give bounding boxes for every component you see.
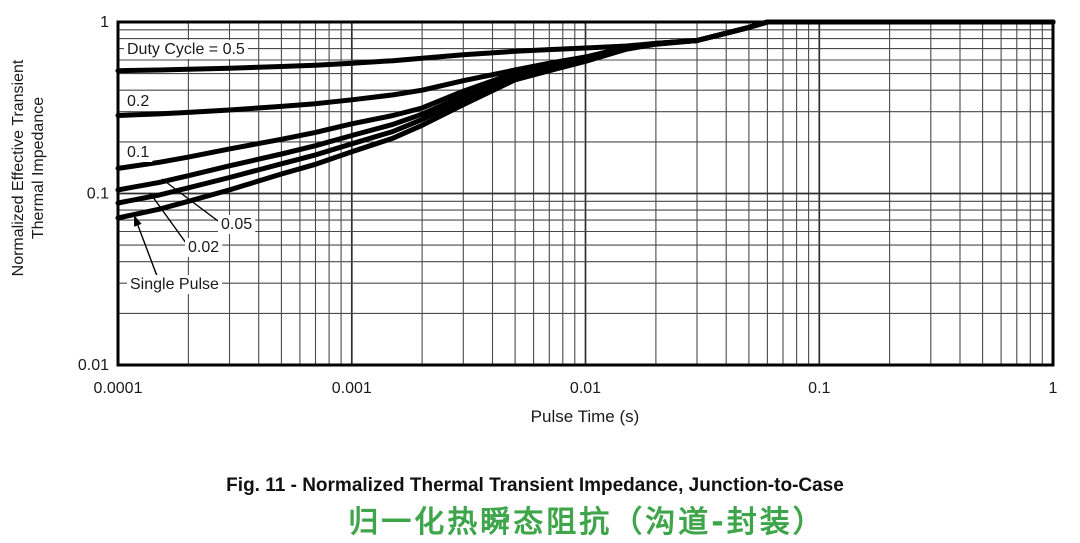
x-tick-label: 0.1	[808, 380, 830, 397]
y-tick-label: 0.1	[87, 186, 109, 203]
curve-label-box	[124, 143, 153, 162]
grid	[117, 21, 1054, 366]
y-axis-title: Normalized Effective Transient Thermal I…	[9, 18, 51, 318]
curve-label-box	[124, 92, 153, 111]
x-tick-label: 0.0001	[94, 380, 143, 397]
curve-label-box	[185, 238, 223, 257]
thermal-impedance-chart: Duty Cycle = 0.5 0.2 0.1 0.050.02 Single Pul…	[78, 14, 1058, 397]
curve-label: 0.1	[127, 144, 149, 161]
curve-label: 0.02	[188, 239, 219, 256]
curve-label-box	[127, 275, 223, 294]
figure-caption-cn: 归一化热瞬态阻抗（沟道-封装）	[348, 505, 826, 540]
y-axis-title-line1: Normalized Effective Transient	[10, 59, 27, 277]
x-tick-label: 1	[1049, 380, 1058, 397]
x-axis-title: Pulse Time (s)	[530, 407, 640, 426]
curve-label: Duty Cycle = 0.5	[127, 41, 245, 58]
y-tick-label: 1	[100, 14, 109, 31]
x-tick-label: 0.001	[332, 380, 372, 397]
curve-label-box	[124, 40, 248, 59]
curve-single-pulse	[115, 19, 1056, 221]
arrowhead-icon	[134, 215, 142, 227]
curve-label-box	[218, 215, 256, 234]
curve-label: 0.05	[221, 216, 252, 233]
x-tick-label: 0.01	[570, 380, 601, 397]
figure-caption: Fig. 11 - Normalized Thermal Transient I…	[226, 475, 844, 496]
leader-line	[149, 192, 187, 244]
plot-frame	[116, 20, 1055, 367]
y-axis-title-line2: Thermal Impedance	[30, 96, 47, 240]
curve-label: 0.2	[127, 93, 149, 110]
y-tick-label: 0.01	[78, 357, 109, 374]
curve-label: Single Pulse	[130, 276, 219, 293]
